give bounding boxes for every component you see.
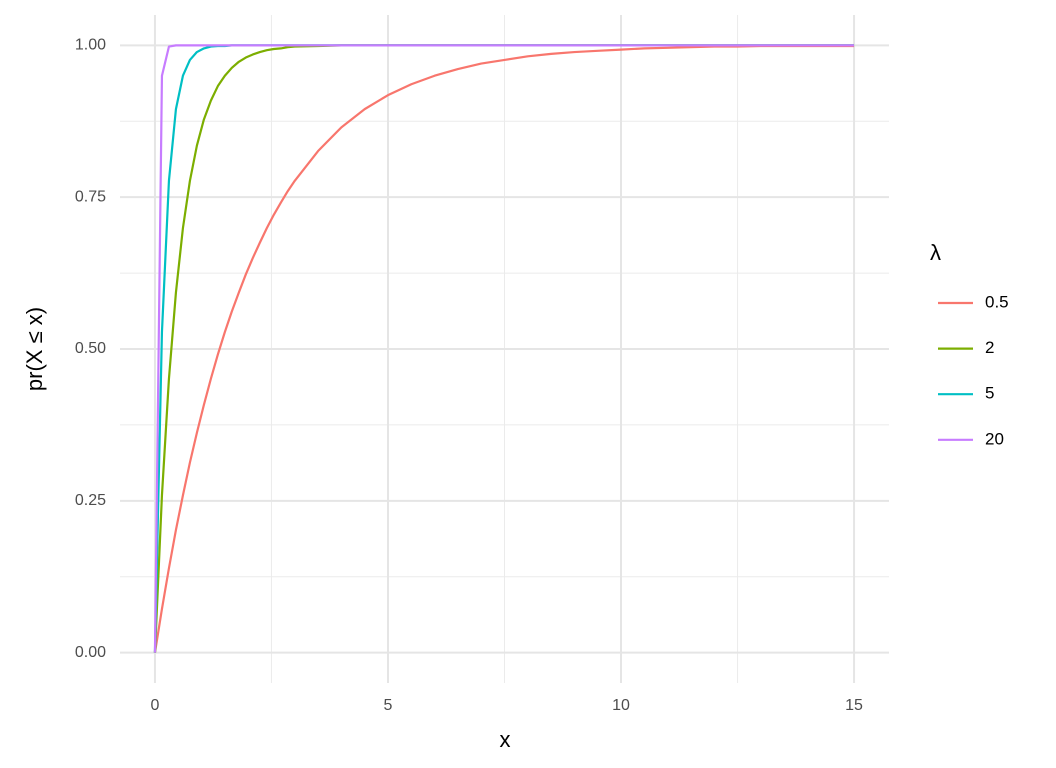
y-axis-label: pr(X ≤ x) [22,307,47,391]
y-tick-label: 0.50 [75,340,106,357]
x-tick-label: 5 [384,697,393,714]
legend-title: λ [930,240,941,265]
x-tick-label: 15 [845,697,863,714]
y-tick-label: 1.00 [75,37,106,54]
x-tick-label: 0 [151,697,160,714]
legend-label: 5 [985,384,994,403]
y-tick-label: 0.25 [75,492,106,509]
legend-label: 2 [985,338,994,357]
series-line [153,44,855,653]
series-line [153,44,855,653]
x-axis-label: x [500,727,511,752]
legend-label: 0.5 [985,292,1009,311]
x-tick-label: 10 [612,697,630,714]
legend-label: 20 [985,429,1004,448]
y-tick-label: 0.75 [75,188,106,205]
y-tick-label: 0.00 [75,644,106,661]
